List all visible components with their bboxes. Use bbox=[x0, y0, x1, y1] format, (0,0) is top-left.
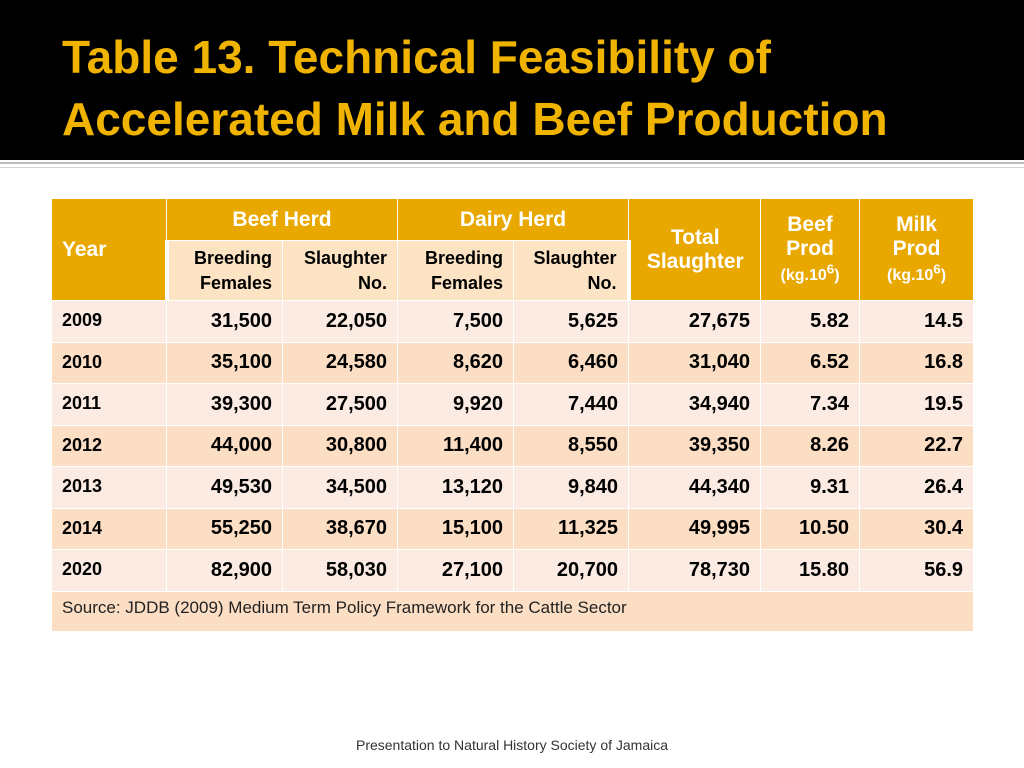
cell-total-slaughter: 49,995 bbox=[628, 507, 762, 550]
cell-year: 2013 bbox=[51, 466, 167, 509]
subheader-beef-slaughter-no: Slaughter No. bbox=[281, 240, 399, 301]
cell-dairy-breeding: 7,500 bbox=[397, 300, 515, 343]
header-beef-herd: Beef Herd bbox=[165, 198, 399, 241]
cell-total-slaughter: 78,730 bbox=[628, 549, 762, 592]
cell-beef-slaughter: 30,800 bbox=[281, 424, 399, 467]
title-line-1: Table 13. Technical Feasibility of bbox=[62, 31, 771, 83]
divider-line bbox=[0, 162, 1024, 164]
header-year: Year bbox=[51, 198, 167, 301]
cell-dairy-slaughter: 11,325 bbox=[513, 507, 630, 550]
cell-beef-prod: 10.50 bbox=[760, 507, 861, 550]
cell-milk-prod: 26.4 bbox=[859, 466, 975, 509]
cell-beef-prod: 8.26 bbox=[760, 424, 861, 467]
cell-beef-slaughter: 27,500 bbox=[281, 383, 399, 426]
cell-dairy-breeding: 11,400 bbox=[397, 424, 515, 467]
cell-milk-prod: 56.9 bbox=[859, 549, 975, 592]
table-body: 2009 31,500 22,050 7,500 5,625 27,675 5.… bbox=[50, 300, 975, 632]
cell-beef-prod: 15.80 bbox=[760, 549, 861, 592]
table-row: 2020 82,900 58,030 27,100 20,700 78,730 … bbox=[51, 549, 975, 592]
cell-beef-breeding: 39,300 bbox=[166, 383, 283, 426]
header-beef-prod-line1: Beef bbox=[787, 213, 833, 237]
table-row: 2012 44,000 30,800 11,400 8,550 39,350 8… bbox=[51, 424, 975, 467]
cell-beef-slaughter: 34,500 bbox=[281, 466, 399, 509]
header-dairy-herd: Dairy Herd bbox=[397, 198, 630, 241]
header-total-slaughter-line1: Total bbox=[670, 225, 720, 249]
cell-beef-breeding: 82,900 bbox=[166, 549, 283, 592]
cell-milk-prod: 22.7 bbox=[859, 424, 975, 467]
cell-dairy-breeding: 8,620 bbox=[397, 341, 515, 384]
cell-year: 2012 bbox=[51, 424, 167, 467]
cell-beef-breeding: 55,250 bbox=[166, 507, 283, 550]
title-band: Table 13. Technical Feasibility of Accel… bbox=[0, 0, 1024, 160]
cell-milk-prod: 30.4 bbox=[859, 507, 975, 550]
cell-beef-prod: 5.82 bbox=[760, 300, 861, 343]
cell-year: 2014 bbox=[51, 507, 167, 550]
slide-footer: Presentation to Natural History Society … bbox=[355, 737, 669, 753]
cell-total-slaughter: 44,340 bbox=[628, 466, 762, 509]
cell-beef-prod: 6.52 bbox=[760, 341, 861, 384]
header-beef-prod-line2: Prod bbox=[786, 237, 834, 261]
cell-dairy-breeding: 13,120 bbox=[397, 466, 515, 509]
header-milk-prod-line2: Prod bbox=[892, 237, 941, 261]
cell-total-slaughter: 31,040 bbox=[628, 341, 762, 384]
header-milk-prod-unit: (kg.106) bbox=[887, 261, 947, 284]
cell-year: 2009 bbox=[51, 300, 167, 343]
cell-dairy-slaughter: 5,625 bbox=[513, 300, 630, 343]
cell-dairy-slaughter: 6,460 bbox=[513, 341, 630, 384]
cell-total-slaughter: 39,350 bbox=[628, 424, 762, 467]
cell-beef-breeding: 31,500 bbox=[166, 300, 283, 343]
table-row: 2010 35,100 24,580 8,620 6,460 31,040 6.… bbox=[51, 341, 975, 384]
cell-total-slaughter: 34,940 bbox=[628, 383, 762, 426]
cell-dairy-slaughter: 20,700 bbox=[513, 549, 630, 592]
table-row: 2013 49,530 34,500 13,120 9,840 44,340 9… bbox=[51, 466, 975, 509]
cell-dairy-breeding: 9,920 bbox=[397, 383, 515, 426]
subheader-beef-breeding-females: Breeding Females bbox=[164, 240, 283, 301]
header-milk-prod-line1: Milk bbox=[896, 213, 937, 237]
table-row: 2011 39,300 27,500 9,920 7,440 34,940 7.… bbox=[51, 383, 975, 426]
cell-beef-breeding: 35,100 bbox=[166, 341, 283, 384]
feasibility-table: Year Beef Herd Dairy Herd Total Slaughte… bbox=[50, 198, 975, 632]
header-total-slaughter: Total Slaughter bbox=[628, 198, 762, 301]
cell-milk-prod: 19.5 bbox=[859, 383, 975, 426]
subheader-dairy-slaughter-no: Slaughter No. bbox=[513, 240, 631, 301]
source-note: Source: JDDB (2009) Medium Term Policy F… bbox=[50, 590, 975, 632]
cell-beef-breeding: 49,530 bbox=[166, 466, 283, 509]
cell-beef-slaughter: 22,050 bbox=[281, 300, 399, 343]
cell-dairy-slaughter: 8,550 bbox=[513, 424, 630, 467]
header-total-slaughter-line2: Slaughter bbox=[646, 249, 744, 273]
cell-total-slaughter: 27,675 bbox=[628, 300, 762, 343]
cell-dairy-slaughter: 9,840 bbox=[513, 466, 630, 509]
slide-title: Table 13. Technical Feasibility of Accel… bbox=[62, 26, 1002, 150]
title-line-2: Accelerated Milk and Beef Production bbox=[62, 93, 888, 145]
cell-milk-prod: 16.8 bbox=[859, 341, 975, 384]
table-row: 2009 31,500 22,050 7,500 5,625 27,675 5.… bbox=[51, 300, 975, 343]
cell-dairy-slaughter: 7,440 bbox=[513, 383, 630, 426]
cell-year: 2020 bbox=[51, 549, 167, 592]
header-beef-prod-unit: (kg.106) bbox=[780, 261, 840, 284]
cell-beef-prod: 7.34 bbox=[760, 383, 861, 426]
subheader-dairy-breeding-females: Breeding Females bbox=[397, 240, 515, 301]
divider-line-thin bbox=[0, 167, 1024, 168]
cell-beef-breeding: 44,000 bbox=[166, 424, 283, 467]
cell-year: 2011 bbox=[51, 383, 167, 426]
header-beef-prod: Beef Prod (kg.106) bbox=[760, 198, 861, 301]
cell-beef-slaughter: 38,670 bbox=[281, 507, 399, 550]
header-milk-prod: Milk Prod (kg.106) bbox=[859, 198, 975, 301]
cell-milk-prod: 14.5 bbox=[859, 300, 975, 343]
source-row: Source: JDDB (2009) Medium Term Policy F… bbox=[50, 590, 975, 632]
cell-beef-slaughter: 24,580 bbox=[281, 341, 399, 384]
cell-dairy-breeding: 27,100 bbox=[397, 549, 515, 592]
cell-dairy-breeding: 15,100 bbox=[397, 507, 515, 550]
cell-year: 2010 bbox=[51, 341, 167, 384]
cell-beef-slaughter: 58,030 bbox=[281, 549, 399, 592]
table-row: 2014 55,250 38,670 15,100 11,325 49,995 … bbox=[51, 507, 975, 550]
cell-beef-prod: 9.31 bbox=[760, 466, 861, 509]
